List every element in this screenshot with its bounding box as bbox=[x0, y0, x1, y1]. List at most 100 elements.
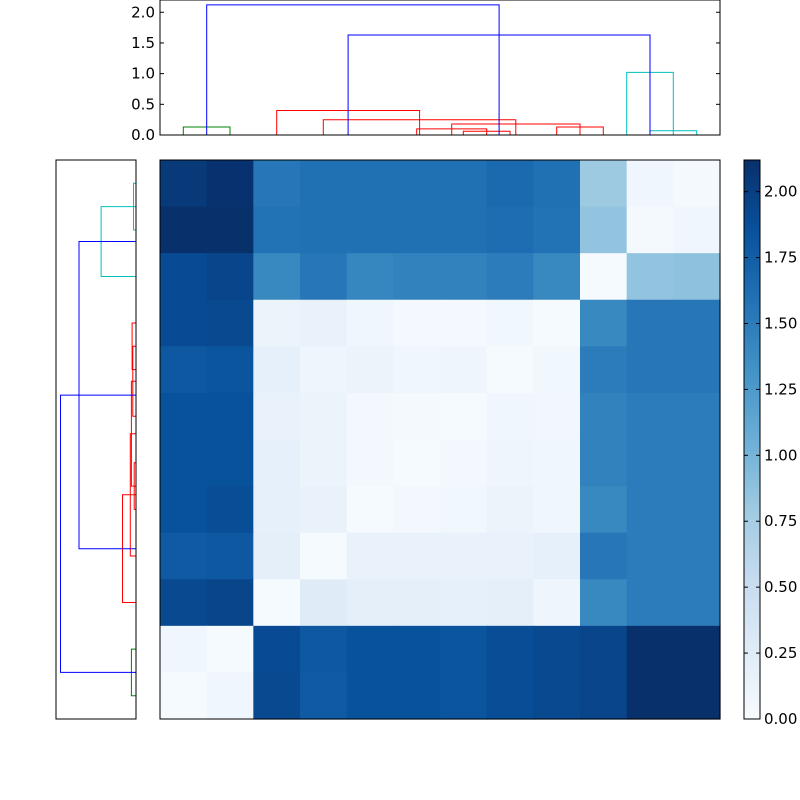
heatmap-cell bbox=[486, 439, 534, 487]
heatmap-cell bbox=[486, 532, 534, 580]
heatmap-cell bbox=[673, 206, 721, 254]
heatmap bbox=[159, 159, 721, 720]
heatmap-cell bbox=[206, 299, 254, 347]
heatmap-cell bbox=[673, 299, 721, 347]
heatmap-cell bbox=[160, 392, 208, 441]
heatmap-cell bbox=[160, 346, 208, 394]
heatmap-cell bbox=[160, 532, 208, 580]
heatmap-cell bbox=[253, 672, 301, 720]
heatmap-cell bbox=[626, 486, 674, 534]
heatmap-cell bbox=[206, 392, 254, 441]
heatmap-cell bbox=[206, 625, 254, 674]
heatmap-cell bbox=[580, 532, 628, 580]
heatmap-cell bbox=[253, 625, 301, 674]
left-dendrogram-links bbox=[60, 182, 136, 697]
heatmap-cell bbox=[580, 253, 628, 301]
heatmap-cell bbox=[206, 160, 254, 208]
colorbar-tick-label: 1.75 bbox=[764, 249, 797, 267]
heatmap-cell bbox=[533, 346, 581, 394]
heatmap-cell bbox=[533, 206, 581, 254]
heatmap-cell bbox=[580, 486, 628, 534]
heatmap-cell bbox=[626, 206, 674, 254]
heatmap-cell bbox=[580, 346, 628, 394]
heatmap-cell bbox=[580, 672, 628, 720]
heatmap-cell bbox=[626, 160, 674, 208]
heatmap-cell bbox=[393, 532, 441, 580]
heatmap-cell bbox=[393, 206, 441, 254]
heatmap-cell bbox=[346, 625, 394, 674]
heatmap-cell bbox=[160, 672, 208, 720]
heatmap-cell bbox=[486, 625, 534, 674]
colorbar: 0.00 0.25 0.50 0.75 1.00 1.25 1.50 1.75 2.00 bbox=[743, 159, 797, 728]
heatmap-cell bbox=[533, 672, 581, 720]
heatmap-cell bbox=[300, 160, 348, 208]
heatmap-cell bbox=[440, 160, 488, 208]
heatmap-cell bbox=[253, 253, 301, 301]
heatmap-cell bbox=[580, 579, 628, 627]
colorbar-gradient bbox=[744, 160, 760, 719]
heatmap-cell bbox=[673, 253, 721, 301]
heatmap-cell bbox=[206, 579, 254, 627]
heatmap-cell bbox=[206, 486, 254, 534]
left-dendrogram-link bbox=[131, 322, 136, 371]
colorbar-tick-label: 0.25 bbox=[764, 644, 797, 662]
colorbar-tick-label: 0.00 bbox=[764, 710, 797, 728]
top-dendrogram-y-tick-label: 0.5 bbox=[131, 95, 155, 113]
heatmap-cell bbox=[533, 160, 581, 208]
heatmap-cell bbox=[486, 579, 534, 627]
heatmap-cell bbox=[580, 160, 628, 208]
heatmap-cell bbox=[533, 532, 581, 580]
heatmap-cell bbox=[300, 206, 348, 254]
heatmap-cell bbox=[673, 160, 721, 208]
heatmap-cell bbox=[673, 439, 721, 487]
heatmap-cell bbox=[440, 253, 488, 301]
heatmap-cell bbox=[626, 253, 674, 301]
heatmap-cell bbox=[346, 579, 394, 627]
heatmap-cell bbox=[673, 486, 721, 534]
colorbar-tick-label: 2.00 bbox=[764, 183, 797, 201]
heatmap-cell bbox=[393, 392, 441, 441]
heatmap-cell bbox=[580, 299, 628, 347]
heatmap-cell bbox=[393, 299, 441, 347]
heatmap-cell bbox=[440, 439, 488, 487]
heatmap-cell bbox=[486, 486, 534, 534]
heatmap-cell bbox=[346, 299, 394, 347]
heatmap-cell bbox=[160, 486, 208, 534]
top-dendrogram: 0.0 0.5 1.0 1.5 2.0 bbox=[131, 0, 721, 144]
colorbar-tick-label: 0.75 bbox=[764, 512, 797, 530]
heatmap-cell bbox=[486, 346, 534, 394]
heatmap-cell bbox=[393, 439, 441, 487]
heatmap-cell bbox=[346, 672, 394, 720]
heatmap-cell bbox=[253, 392, 301, 441]
heatmap-cell bbox=[160, 439, 208, 487]
heatmap-cell bbox=[486, 299, 534, 347]
heatmap-cell bbox=[626, 392, 674, 441]
heatmap-cell bbox=[486, 206, 534, 254]
heatmap-cell bbox=[440, 672, 488, 720]
heatmap-cell bbox=[300, 579, 348, 627]
colorbar-ticks: 0.00 0.25 0.50 0.75 1.00 1.25 1.50 1.75 2.00 bbox=[744, 183, 797, 728]
heatmap-cell bbox=[440, 532, 488, 580]
heatmap-cell bbox=[533, 253, 581, 301]
heatmap-cell bbox=[253, 160, 301, 208]
heatmap-cell bbox=[253, 532, 301, 580]
top-dendrogram-y-tick-label: 1.5 bbox=[131, 34, 155, 52]
heatmap-cell bbox=[346, 392, 394, 441]
heatmap-cell bbox=[626, 579, 674, 627]
heatmap-cell bbox=[346, 160, 394, 208]
heatmap-cell bbox=[673, 392, 721, 441]
heatmap-cell bbox=[673, 532, 721, 580]
heatmap-cell bbox=[486, 253, 534, 301]
heatmap-cell bbox=[160, 579, 208, 627]
heatmap-cell bbox=[486, 160, 534, 208]
heatmap-cell bbox=[160, 160, 208, 208]
colorbar-tick-label: 1.25 bbox=[764, 380, 797, 398]
heatmap-cell bbox=[300, 392, 348, 441]
heatmap-cell bbox=[673, 672, 721, 720]
colorbar-tick-label: 0.50 bbox=[764, 578, 797, 596]
heatmap-cell bbox=[626, 672, 674, 720]
heatmap-cells bbox=[160, 160, 721, 720]
top-dendrogram-y-tick-label: 0.0 bbox=[131, 126, 155, 144]
left-dendrogram-frame bbox=[55, 159, 137, 720]
